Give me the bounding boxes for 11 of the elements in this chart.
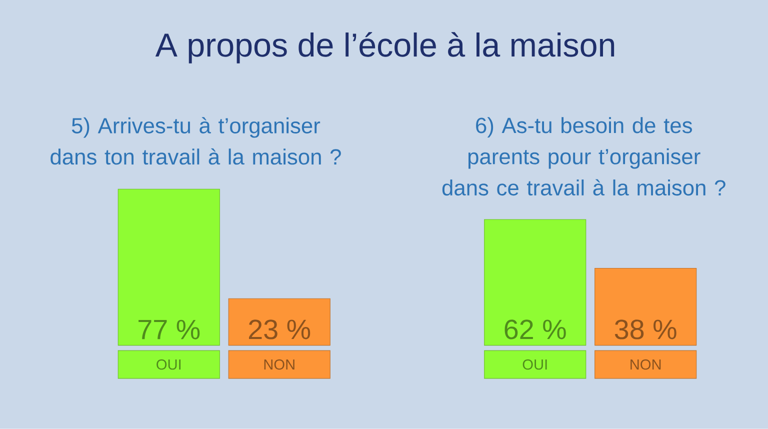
data-label: 77 %: [138, 320, 200, 340]
data-label: 38 %: [614, 320, 676, 340]
x-tick-label: NON: [264, 359, 294, 370]
x-tick-label: NON: [630, 359, 661, 370]
chart-title: 5) Arrives-tu à t’organiser dans ton travail à la maison ?: [50, 117, 341, 165]
text: A propos de l’école à la maison: [155, 32, 614, 64]
chart-title: 6) As-tu besoin de tes parents pour t’organiser dans ce travail à la maison ?: [442, 117, 726, 196]
x-tick-label: OUI: [522, 359, 547, 370]
x-tick-label: OUI: [156, 359, 181, 370]
data-label: 62 %: [504, 320, 566, 340]
data-label: 23 %: [249, 320, 310, 340]
